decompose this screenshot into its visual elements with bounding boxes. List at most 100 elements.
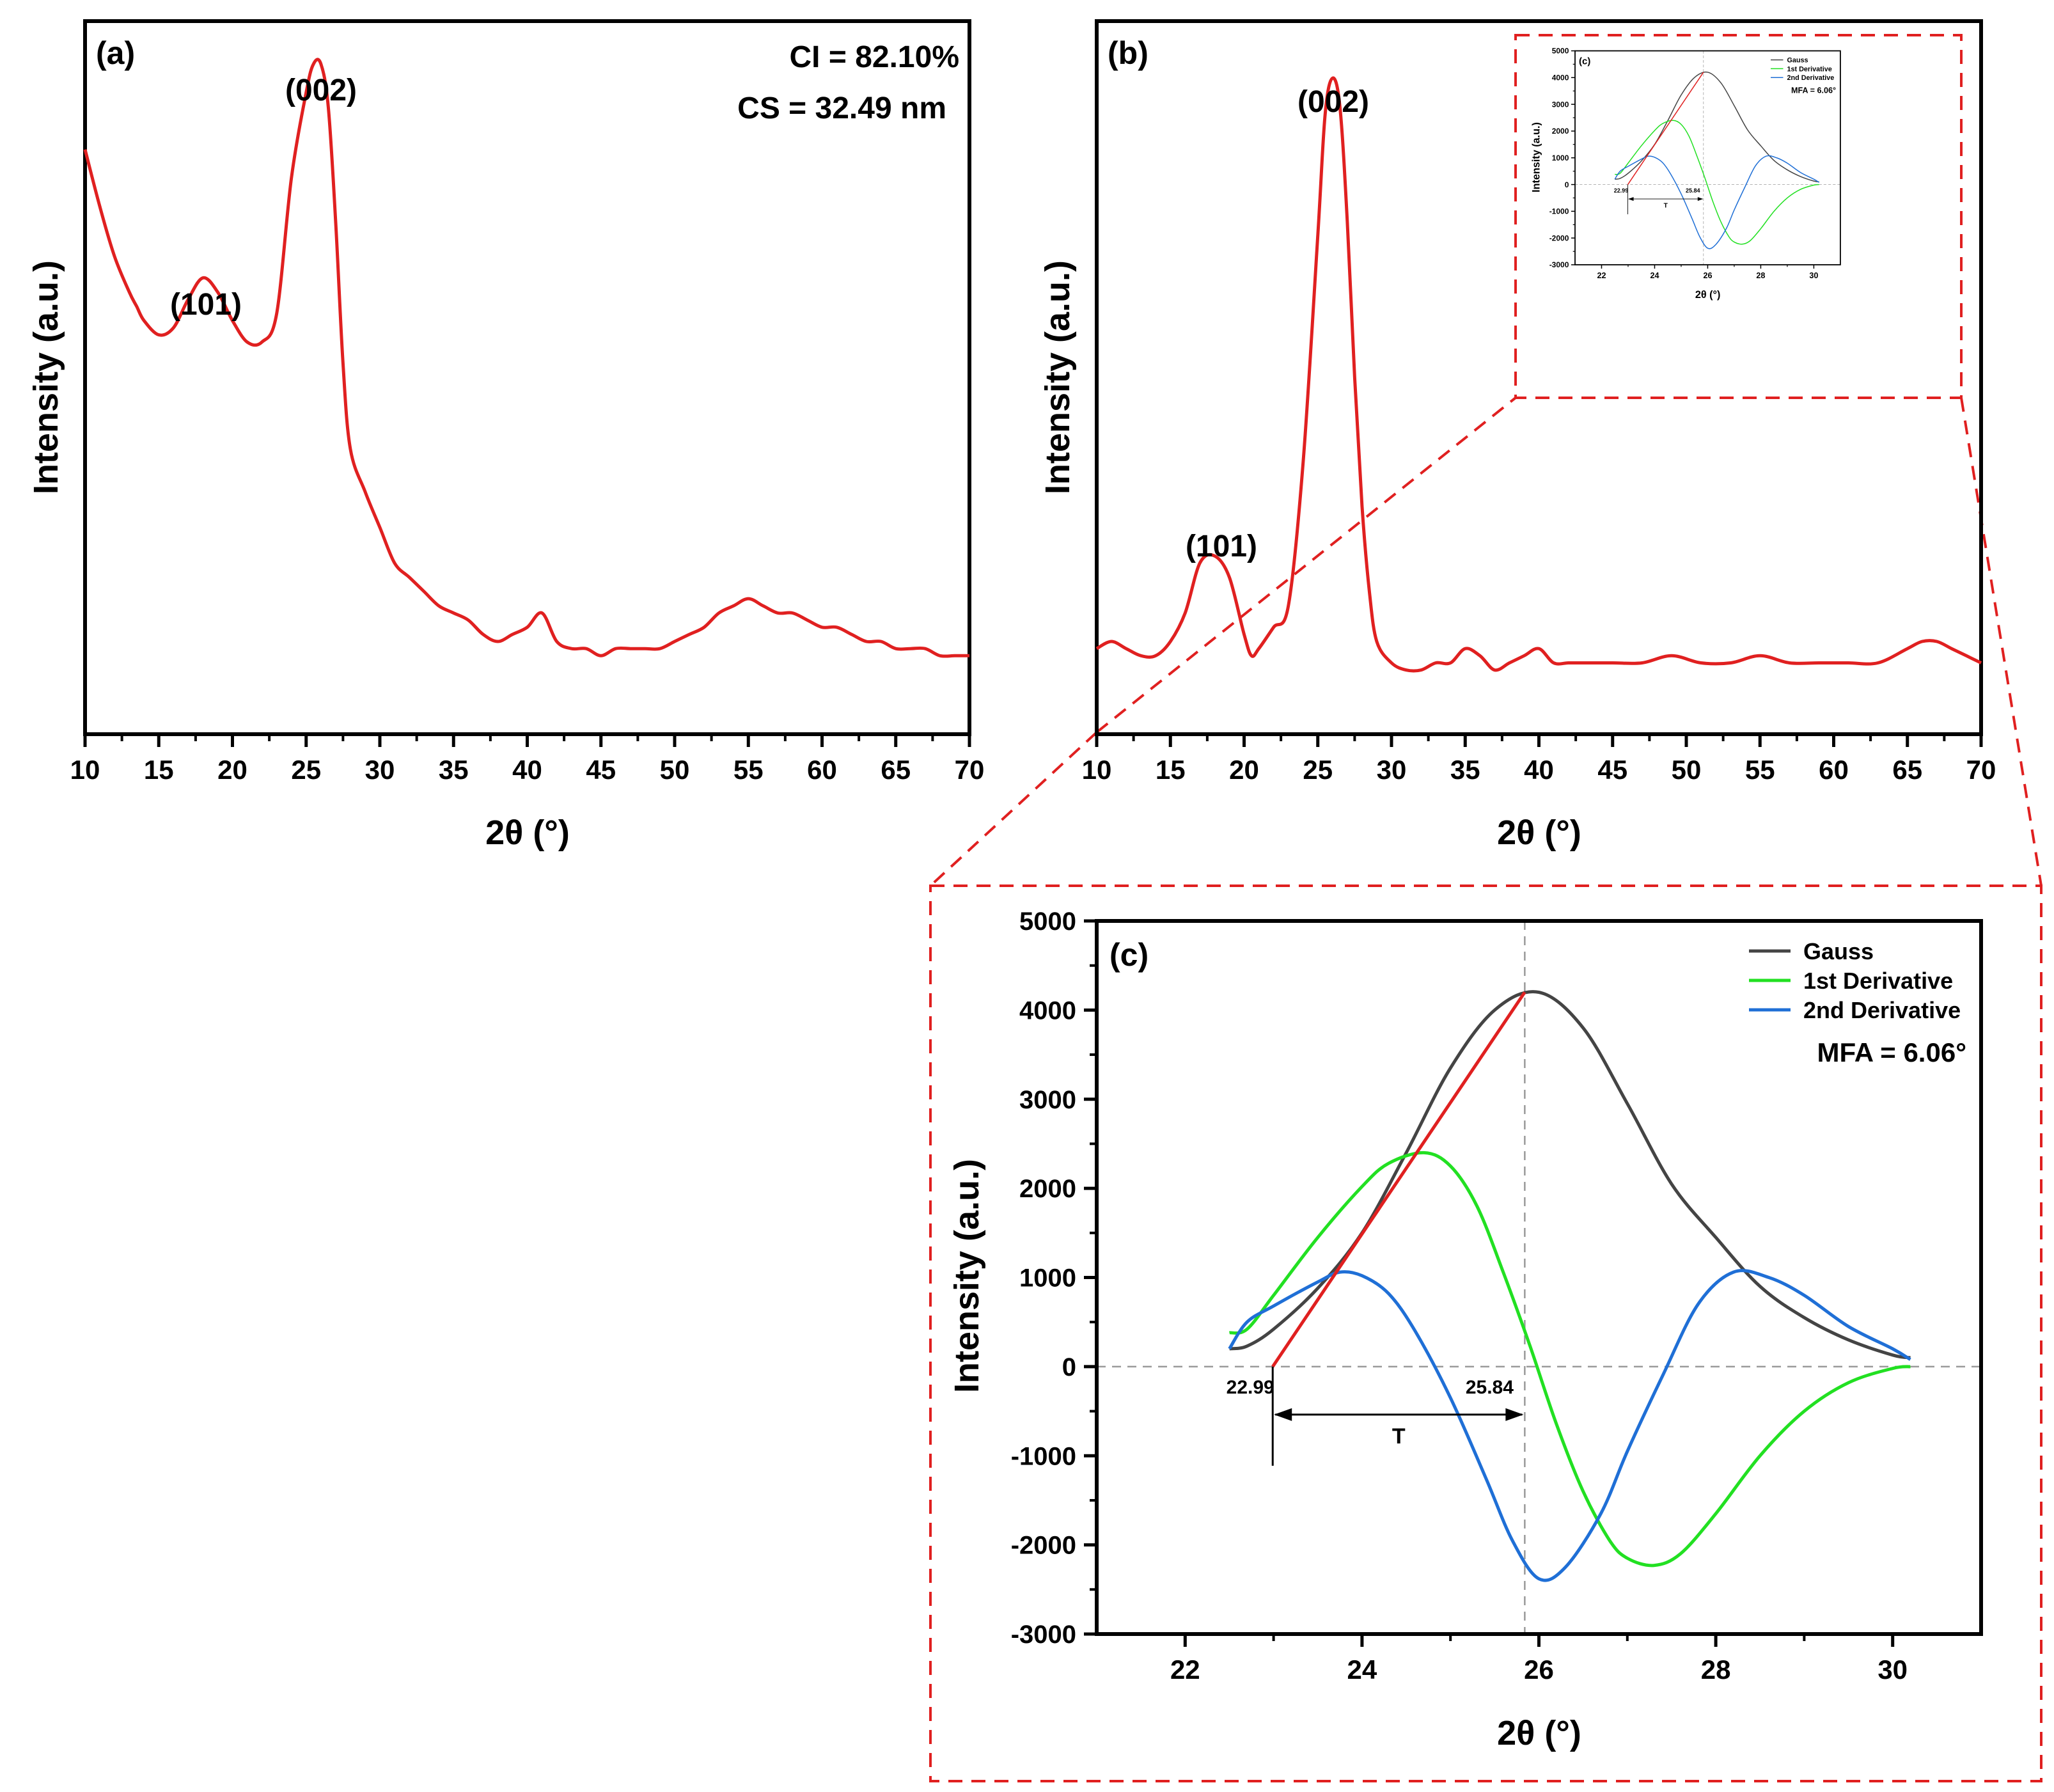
x-tick-label: 22 [1170, 1654, 1200, 1685]
x-tick-label: 30 [1377, 755, 1407, 785]
inset-y-tick-label: 4000 [1552, 74, 1569, 83]
x-tick-label: 55 [733, 755, 764, 785]
x-tick-label: 65 [1892, 755, 1922, 785]
panel-c-legend: Gauss 1st Derivative 2nd Derivative [1749, 938, 1961, 1023]
panel-b-label: (b) [1108, 35, 1149, 71]
inset-panel-c-x-axis-title: 2θ (°) [1695, 289, 1721, 301]
y-tick-label: 1000 [1019, 1264, 1076, 1293]
x-tick-label: 70 [955, 755, 985, 785]
panel-b-peak-label-002: (002) [1297, 85, 1369, 119]
x-tick-label: 15 [144, 755, 174, 785]
panel-c-label: (c) [1109, 937, 1149, 973]
zoom-connectors [929, 34, 2042, 1782]
y-tick-label: -3000 [1011, 1621, 1076, 1649]
x-tick-label: 30 [1878, 1654, 1908, 1685]
inset-y-tick-label: 2000 [1552, 127, 1569, 136]
x-tick-label: 40 [512, 755, 542, 785]
connector-b-to-c-left [929, 731, 1098, 887]
x-tick-label: 15 [1156, 755, 1186, 785]
legend-label-gauss: Gauss [1803, 938, 1874, 964]
inset-panel-c-mfa-annotation: MFA = 6.06° [1791, 86, 1836, 95]
inset-legend-label-first-derivative: 1st Derivative [1787, 65, 1832, 73]
y-tick-label: 4000 [1019, 996, 1076, 1025]
inset-panel-c-y-tick-labels: -3000 -2000 -1000 0 1000 2000 3000 4000 5000 [1549, 47, 1569, 270]
x-tick-label: 24 [1347, 1654, 1377, 1685]
panel-c-t-arrow-head-left [1274, 1408, 1292, 1421]
inset-panel-c-x-tick-labels: 22 24 26 28 30 [1597, 271, 1818, 280]
inset-panel-c-gauss-series [1615, 71, 1819, 183]
panel-a: 10 15 20 25 30 35 40 45 50 55 60 65 70 (a) CI = 82.1… [27, 19, 985, 852]
inset-panel-c-second-derivative-series [1614, 155, 1820, 249]
panel-b-xrd-series [1095, 76, 1982, 673]
panel-a-peak-label-002: (002) [285, 74, 357, 107]
legend-label-second-derivative: 2nd Derivative [1803, 997, 1961, 1023]
panel-c-first-derivative-series [1229, 1151, 1911, 1568]
x-tick-label: 70 [1966, 755, 1996, 785]
inset-panel-c-copy: 22 24 26 28 30 -3000 -2000 -1000 0 1000 2000 3000 4… [1531, 47, 1841, 301]
panel-b-x-axis-title: 2θ (°) [1497, 813, 1581, 852]
inset-x-tick-label: 28 [1756, 271, 1765, 280]
inset-panel-c-y-axis-title: Intensity (a.u.) [1531, 122, 1542, 193]
inset-x-tick-label: 24 [1650, 271, 1659, 280]
inset-panel-c-legend: Gauss 1st Derivative 2nd Derivative [1771, 57, 1834, 82]
panel-b-inset: 22 24 26 28 30 -3000 -2000 -1000 0 1000 2000 3000 4… [1531, 47, 1841, 301]
panel-b-x-ticks [1095, 734, 1983, 747]
x-tick-label: 10 [70, 755, 100, 785]
inset-x-tick-label: 30 [1809, 271, 1818, 280]
panel-a-x-tick-labels: 10 15 20 25 30 35 40 45 50 55 60 65 70 [70, 755, 985, 785]
legend-label-first-derivative: 1st Derivative [1803, 968, 1953, 994]
inset-y-tick-label: 3000 [1552, 100, 1569, 109]
panel-c-t-arrow-head-right [1505, 1408, 1524, 1421]
inset-y-tick-label: 0 [1565, 180, 1569, 189]
inset-y-tick-label: 1000 [1552, 153, 1569, 162]
panel-c-y-tick-labels: -3000 -2000 -1000 0 1000 2000 3000 4000 5000 [1011, 908, 1076, 1649]
panel-c-gauss-series [1229, 990, 1911, 1360]
inset-panel-c-t-arrow-head-right [1697, 197, 1704, 201]
x-tick-label: 65 [881, 755, 911, 785]
panel-c-frame [929, 884, 2042, 1782]
panel-c-tangent-end-label: 25.84 [1466, 1377, 1514, 1398]
x-tick-label: 20 [217, 755, 247, 785]
y-tick-label: -1000 [1011, 1442, 1076, 1470]
x-tick-label: 45 [1597, 755, 1627, 785]
x-tick-label: 30 [365, 755, 395, 785]
y-tick-label: 5000 [1019, 908, 1076, 936]
panel-c-second-derivative-series [1228, 1269, 1911, 1582]
x-tick-label: 10 [1082, 755, 1112, 785]
inset-panel-c-t-label: T [1664, 203, 1668, 210]
x-tick-label: 60 [807, 755, 837, 785]
x-tick-label: 45 [586, 755, 616, 785]
panel-a-peak-label-101: (101) [170, 288, 242, 322]
inset-panel-c-tangent-line [1627, 72, 1704, 185]
panel-c-tangent-start-label: 22.99 [1227, 1377, 1274, 1398]
panel-c-y-axis-title: Intensity (a.u.) [948, 1159, 986, 1393]
inset-x-tick-label: 22 [1597, 271, 1606, 280]
panel-b-y-axis-title: Intensity (a.u.) [1039, 260, 1077, 494]
inset-y-tick-label: -3000 [1549, 260, 1569, 269]
x-tick-label: 20 [1229, 755, 1259, 785]
y-tick-label: -2000 [1011, 1532, 1076, 1560]
panel-c-tangent-line [1271, 991, 1526, 1368]
x-tick-label: 60 [1819, 755, 1849, 785]
x-tick-label: 25 [291, 755, 321, 785]
panel-a-x-axis-title: 2θ (°) [485, 813, 570, 852]
panel-a-cs-annotation: CS = 32.49 nm [737, 91, 946, 125]
inset-panel-c-first-derivative-series [1615, 120, 1819, 245]
panel-c-t-label: T [1392, 1424, 1406, 1449]
x-tick-label: 25 [1303, 755, 1333, 785]
inset-panel-c-tangent-end-label: 25.84 [1686, 187, 1700, 194]
y-tick-label: 2000 [1019, 1175, 1076, 1203]
x-tick-label: 50 [660, 755, 690, 785]
panel-a-x-ticks [83, 734, 971, 747]
x-tick-label: 26 [1524, 1654, 1554, 1685]
y-tick-label: 3000 [1019, 1086, 1076, 1114]
panel-c-x-tick-labels: 22 24 26 28 30 [1170, 1654, 1908, 1685]
inset-panel-c-tangent-start-label: 22.99 [1614, 187, 1629, 194]
inset-panel-c-plot-frame [1574, 50, 1841, 265]
inset-y-tick-label: -1000 [1549, 207, 1569, 216]
panel-b: 10 15 20 25 30 35 40 45 50 55 60 65 70 (b) (101) (00… [1039, 19, 1996, 852]
panel-a-y-axis-title: Intensity (a.u.) [27, 260, 65, 494]
panel-a-label: (a) [96, 35, 135, 71]
inset-highlight-box [1514, 34, 1963, 399]
y-tick-label: 0 [1062, 1353, 1076, 1381]
